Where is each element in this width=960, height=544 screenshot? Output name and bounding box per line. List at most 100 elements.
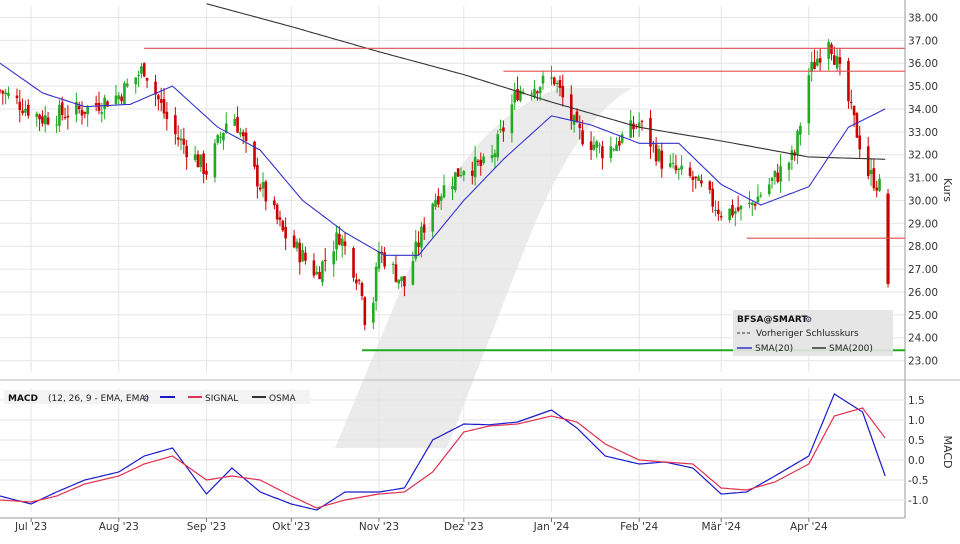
candle-body: [849, 101, 853, 103]
candle-body: [298, 242, 302, 263]
candle-body: [66, 115, 70, 118]
candle-body: [717, 209, 720, 215]
candle-body: [437, 195, 440, 205]
candle-body: [281, 220, 285, 231]
candle-body: [592, 144, 596, 150]
candle-body: [748, 202, 751, 204]
candle-body: [601, 146, 604, 159]
price-tick-label: 25.00: [908, 310, 938, 322]
candle-body: [224, 123, 228, 133]
candle-body: [813, 61, 816, 70]
candle-body: [213, 143, 217, 178]
candle-body: [799, 125, 802, 135]
macd-legend: MACD (12, 26, 9 - EMA, EMA)⚙ SIGNAL OSMA: [4, 390, 310, 404]
candle-body: [4, 92, 7, 95]
candle-body: [830, 44, 833, 55]
candle-body: [516, 88, 519, 101]
candle-body: [278, 217, 282, 220]
legend-sma200-label: SMA(200): [829, 344, 873, 354]
x-tick-label: Dez '23: [444, 521, 484, 533]
x-tick-label: Jan '24: [533, 521, 570, 533]
x-tick-label: Feb '24: [620, 521, 658, 533]
candle-body: [18, 101, 22, 111]
candle-body: [654, 144, 658, 162]
candle-body: [657, 149, 661, 161]
candle-body: [46, 117, 50, 125]
candle-body: [338, 233, 341, 245]
price-axis-label: Kurs: [941, 178, 954, 202]
candle-body: [94, 103, 98, 106]
candle-body: [533, 88, 536, 97]
candle-body: [256, 164, 259, 187]
x-tick-label: Sep '23: [187, 521, 226, 533]
macd-axis-label: MACD: [941, 436, 954, 469]
candle-body: [380, 252, 384, 254]
candle-body: [858, 135, 862, 150]
candle-body: [26, 104, 30, 116]
x-tick-label: Jul '23: [14, 521, 47, 533]
candle-body: [292, 235, 296, 248]
candle-body: [420, 226, 423, 248]
candle-body: [493, 153, 497, 157]
candle-body: [660, 150, 664, 169]
candle-body: [482, 156, 485, 163]
candle-body: [756, 196, 760, 203]
candle-body: [456, 168, 460, 177]
candle-body: [374, 266, 378, 302]
candle-body: [253, 141, 256, 167]
candle-body: [538, 87, 542, 94]
candle-body: [473, 156, 477, 178]
price-tick-label: 36.00: [908, 58, 938, 70]
candle-body: [779, 166, 782, 182]
candle-body: [83, 111, 87, 114]
candle-body: [295, 241, 299, 249]
candle-body: [479, 159, 483, 167]
candle-body: [770, 177, 774, 181]
candle-body: [174, 115, 177, 135]
candle-body: [154, 81, 157, 95]
candle-body: [117, 95, 121, 100]
candle-body: [536, 91, 539, 94]
candle-body: [878, 178, 881, 191]
candle-body: [776, 172, 780, 182]
candle-body: [677, 168, 681, 170]
candle-body: [561, 85, 565, 98]
candle-body: [63, 117, 67, 119]
candle-body: [595, 141, 599, 148]
price-tick-label: 35.00: [908, 81, 938, 93]
candle-body: [58, 105, 61, 126]
candle-body: [114, 95, 118, 104]
candle-body: [612, 149, 616, 151]
candle-body: [439, 196, 443, 201]
price-legend: BFSA@SMART⚙ Vorheriger Schlusskurs SMA(20)…: [733, 310, 893, 356]
candle-body: [332, 251, 336, 265]
candle-body: [838, 57, 842, 64]
candle-body: [304, 252, 307, 261]
candle-body: [442, 185, 446, 198]
candle-body: [244, 132, 248, 142]
x-tick-label: Mär '24: [701, 521, 741, 533]
candle-body: [759, 195, 763, 197]
candle-body: [80, 109, 84, 116]
candle-body: [807, 75, 811, 124]
candle-body: [668, 163, 672, 167]
macd-series-signal: [0, 407, 886, 509]
candle-body: [335, 232, 338, 250]
candle-body: [77, 105, 81, 110]
candle-body: [553, 77, 556, 85]
candle-body: [140, 66, 143, 74]
candle-body: [7, 92, 10, 96]
candle-body: [55, 124, 58, 126]
candle-body: [530, 93, 533, 95]
price-tick-label: 38.00: [908, 12, 938, 24]
candle-body: [872, 168, 876, 189]
candle-body: [261, 182, 265, 189]
candle-body: [513, 91, 517, 103]
candle-body: [312, 260, 316, 276]
candle-body: [869, 170, 873, 175]
price-tick-label: 32.00: [908, 150, 938, 162]
price-tick-label: 27.00: [908, 264, 938, 276]
candle-body: [38, 114, 41, 120]
candle-body: [123, 83, 126, 105]
